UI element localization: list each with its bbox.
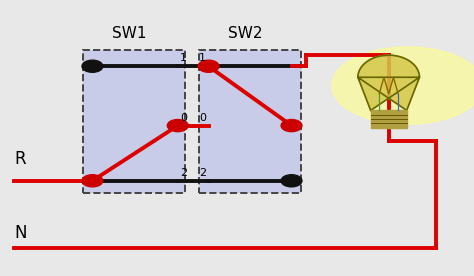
Ellipse shape	[332, 47, 474, 124]
Polygon shape	[358, 55, 419, 110]
Text: 1: 1	[199, 54, 206, 63]
Text: 2: 2	[199, 168, 206, 178]
Text: SW1: SW1	[111, 26, 146, 41]
FancyBboxPatch shape	[199, 50, 301, 193]
FancyBboxPatch shape	[83, 50, 185, 193]
Text: SW2: SW2	[228, 26, 262, 41]
Text: 1: 1	[180, 54, 187, 63]
Text: N: N	[14, 224, 27, 242]
Circle shape	[281, 120, 302, 132]
Text: 0: 0	[180, 113, 187, 123]
Text: 2: 2	[180, 168, 187, 178]
Bar	[371, 110, 407, 128]
Circle shape	[82, 60, 103, 72]
Circle shape	[198, 60, 219, 72]
Circle shape	[82, 175, 103, 187]
Circle shape	[167, 120, 188, 132]
Text: 0: 0	[199, 113, 206, 123]
Text: R: R	[14, 150, 26, 168]
Circle shape	[281, 175, 302, 187]
